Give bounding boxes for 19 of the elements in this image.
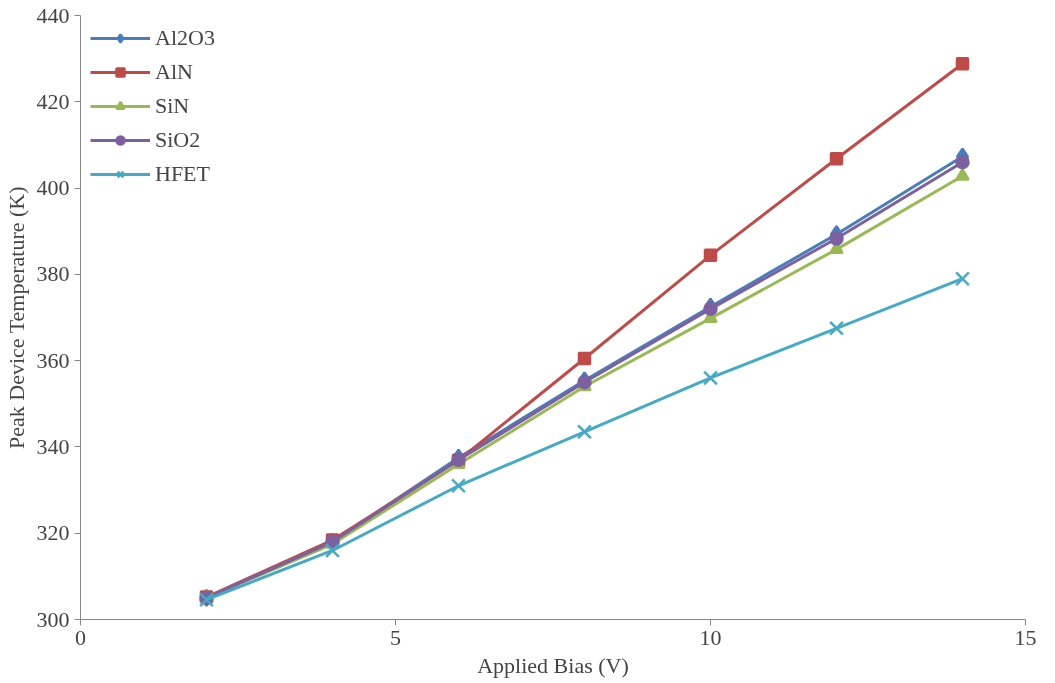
x-tick-label: 15 xyxy=(1014,624,1037,650)
y-axis-title: Peak Device Temperature (K) xyxy=(3,186,29,449)
y-tick-label: 380 xyxy=(36,261,70,287)
x-tick-label: 10 xyxy=(699,624,722,650)
legend-label: SiN xyxy=(155,93,190,119)
y-tick-label: 340 xyxy=(36,433,70,459)
legend-label: AlN xyxy=(155,59,193,85)
y-tick-label: 440 xyxy=(36,2,70,28)
x-tick-label: 0 xyxy=(75,624,86,650)
y-tick-label: 320 xyxy=(36,520,70,546)
x-axis-title: Applied Bias (V) xyxy=(477,652,629,678)
legend-label: SiO2 xyxy=(155,127,201,153)
x-tick-label: 5 xyxy=(390,624,401,650)
y-tick-label: 300 xyxy=(36,606,70,632)
legend-label: Al2O3 xyxy=(155,25,215,51)
legend-label: HFET xyxy=(155,161,210,187)
y-tick-label: 420 xyxy=(36,88,70,114)
y-tick-label: 360 xyxy=(36,347,70,373)
y-tick-label: 400 xyxy=(36,175,70,201)
